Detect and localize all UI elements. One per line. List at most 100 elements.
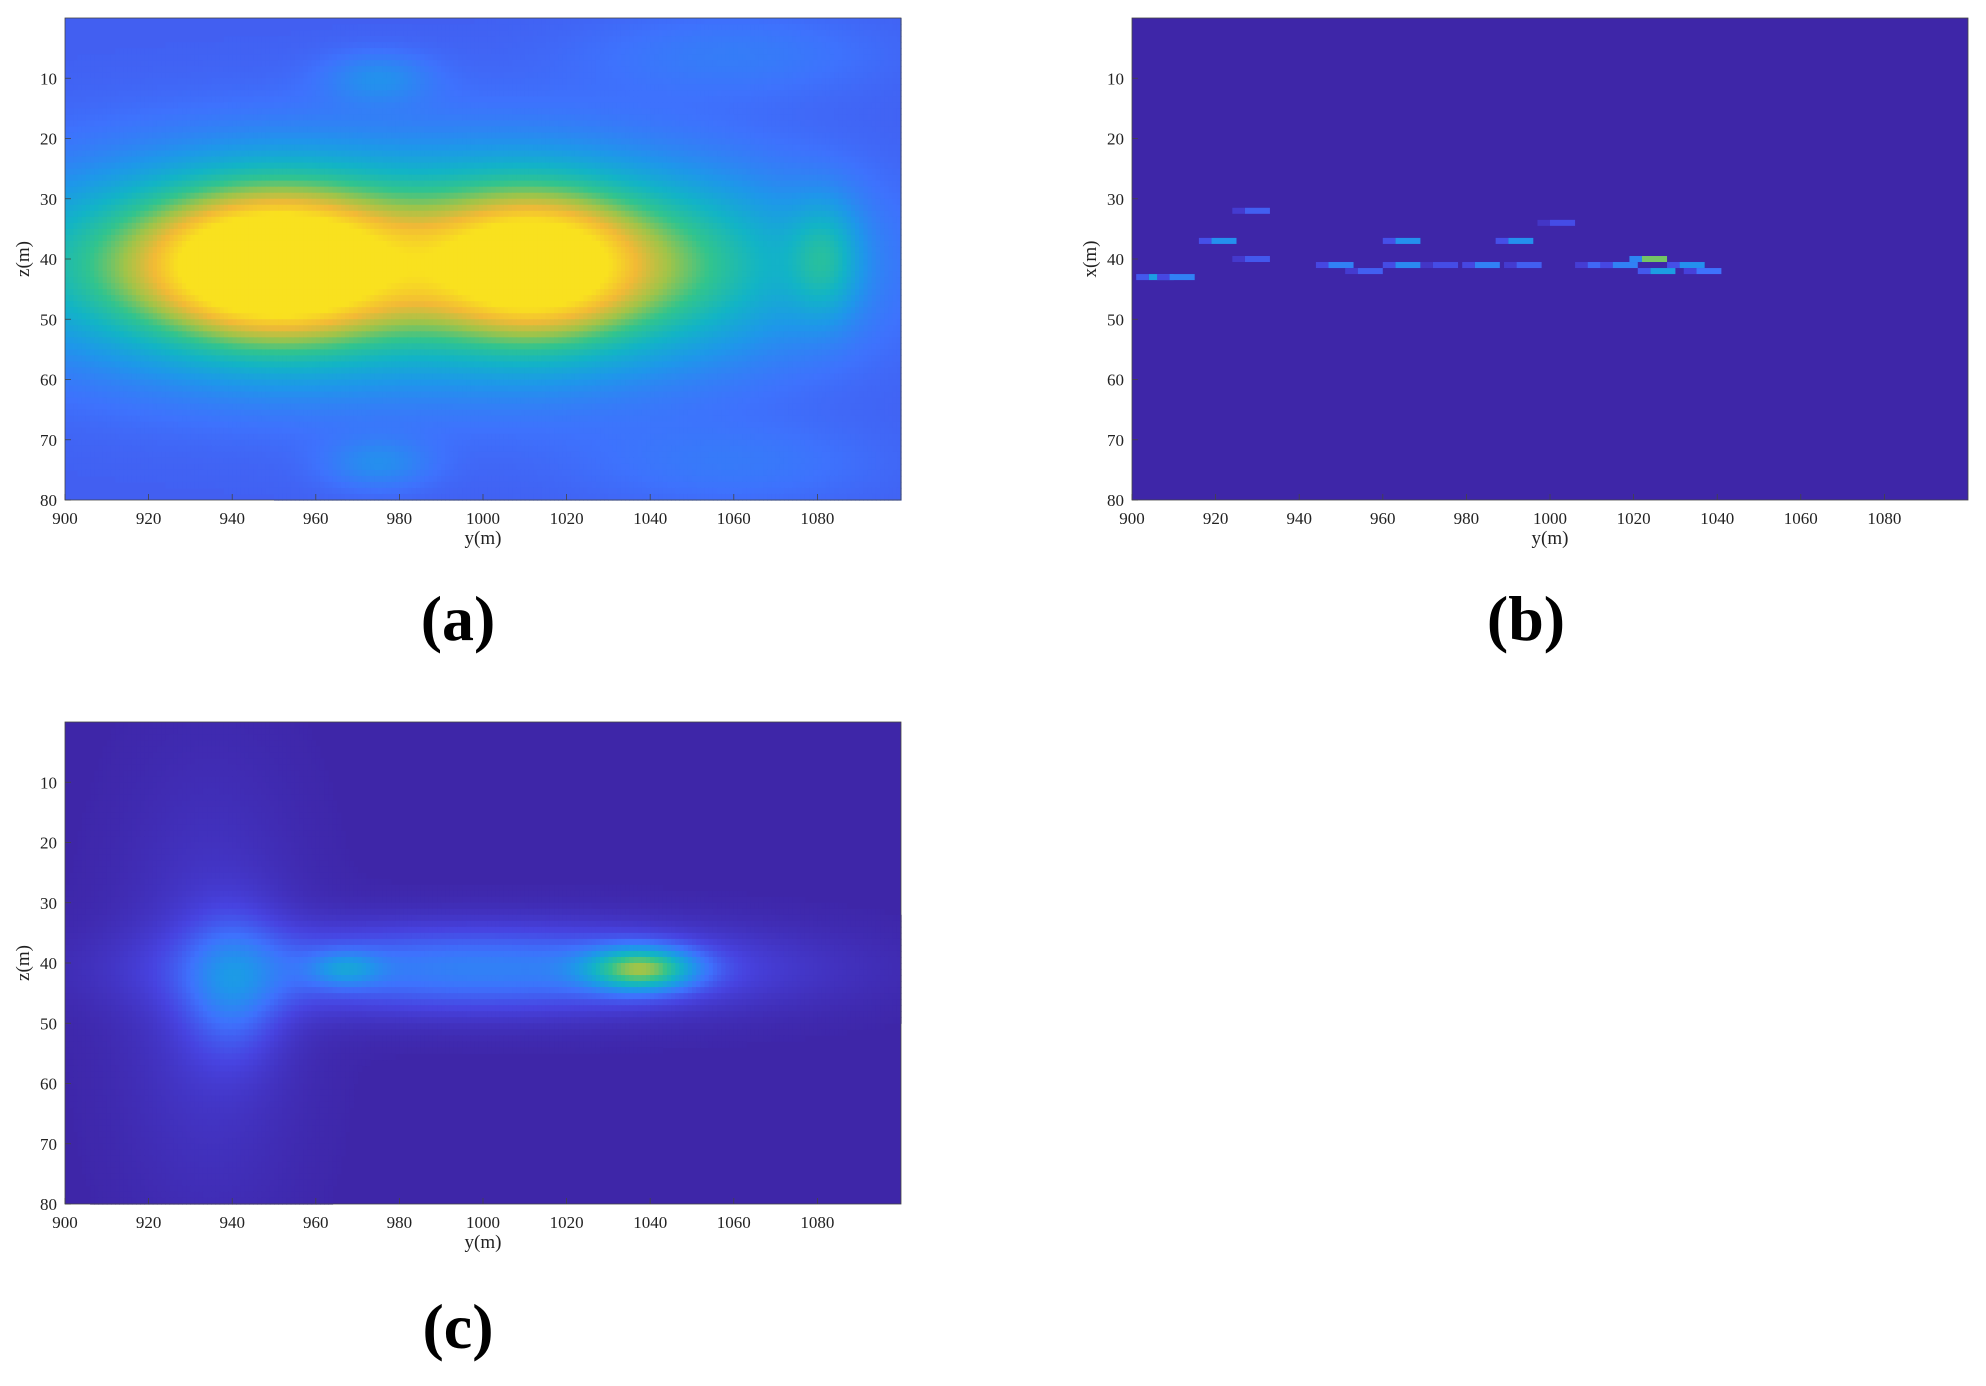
heatmap-cell — [198, 156, 204, 164]
heatmap-cell — [520, 66, 526, 73]
heatmap-cell — [428, 174, 434, 182]
heatmap-cell — [800, 96, 806, 103]
heatmap-cell — [733, 96, 739, 103]
heatmap-cell — [574, 132, 580, 140]
heatmap-cell — [658, 72, 664, 79]
heatmap-cell — [357, 102, 363, 109]
heatmap-cell — [336, 96, 342, 103]
heatmap-cell — [253, 132, 258, 140]
heatmap-cell — [211, 102, 217, 109]
heatmap-cell — [541, 78, 547, 85]
heatmap-cell — [190, 126, 196, 134]
heatmap-cell — [696, 18, 701, 25]
heatmap-cell — [403, 102, 409, 109]
heatmap-cell — [549, 48, 555, 55]
heatmap-cell — [365, 36, 371, 43]
heatmap-cell — [140, 138, 146, 146]
heatmap-cell — [880, 54, 885, 61]
heatmap-cell — [717, 54, 722, 61]
panel-a: 900 920 940 960 980 1000 1020 1040 1060 1080 10 20 3… — [0, 0, 940, 565]
heatmap-cell — [579, 18, 584, 25]
heatmap-cell — [809, 132, 814, 140]
heatmap-cell — [236, 54, 242, 61]
heatmap-cell — [499, 132, 505, 140]
heatmap-cell — [620, 90, 626, 97]
heatmap-cell — [81, 174, 87, 182]
heatmap-cell — [198, 162, 204, 170]
heatmap-cell — [123, 144, 129, 152]
heatmap-cell — [612, 144, 618, 152]
heatmap-cell — [884, 42, 890, 49]
heatmap-cell — [616, 132, 622, 140]
heatmap-cell — [453, 72, 459, 79]
heatmap-cell — [763, 156, 768, 164]
heatmap-cell — [850, 78, 856, 85]
heatmap-cell — [491, 120, 497, 128]
heatmap-cell — [152, 54, 158, 61]
heatmap-cell — [474, 54, 480, 61]
heatmap-cell — [896, 54, 902, 61]
heatmap-cell — [541, 168, 547, 176]
heatmap-cell — [516, 72, 522, 79]
heatmap-cell — [524, 66, 530, 73]
heatmap-cell — [792, 150, 798, 158]
heatmap-cell — [549, 120, 555, 128]
heatmap-cell — [315, 114, 321, 122]
heatmap-cell — [884, 126, 890, 134]
heatmap-cell — [491, 54, 497, 61]
heatmap-cell — [721, 72, 727, 79]
heatmap-cell — [838, 84, 844, 91]
heatmap-cell — [817, 66, 823, 73]
heatmap-cell — [746, 48, 752, 55]
heatmap-cell — [875, 30, 881, 37]
heatmap-cell — [721, 78, 727, 85]
heatmap-cell — [437, 162, 442, 170]
heatmap-cell — [420, 120, 426, 128]
heatmap-cell — [558, 168, 564, 176]
heatmap-cell — [788, 36, 793, 43]
heatmap-cell — [666, 168, 672, 176]
heatmap-cell — [311, 90, 317, 97]
heatmap-cell — [825, 54, 831, 61]
heatmap-cell — [763, 24, 768, 31]
heatmap-cell — [487, 120, 492, 128]
heatmap-cell — [441, 42, 446, 49]
heatmap-cell — [211, 72, 217, 79]
heatmap-cell — [625, 108, 630, 116]
heatmap-cell — [562, 162, 568, 170]
heatmap-cell — [177, 60, 183, 67]
heatmap-cell — [77, 150, 83, 158]
heatmap-cell — [265, 66, 271, 73]
heatmap-cell — [537, 126, 543, 134]
heatmap-cell — [240, 72, 246, 79]
heatmap-cell — [558, 102, 564, 109]
heatmap-cell — [177, 42, 183, 49]
heatmap-cell — [792, 60, 798, 67]
heatmap-cell — [136, 138, 141, 146]
heatmap-cell — [349, 66, 355, 73]
heatmap-cell — [328, 72, 334, 79]
heatmap-cell — [888, 60, 894, 67]
heatmap-cell — [608, 60, 614, 67]
heatmap-cell — [361, 36, 367, 43]
heatmap-cell — [620, 78, 626, 85]
heatmap-cell — [303, 114, 309, 122]
heatmap-cell — [449, 114, 455, 122]
heatmap-cell — [307, 96, 313, 103]
heatmap-cell — [725, 90, 731, 97]
heatmap-cell — [386, 114, 392, 122]
heatmap-cell — [81, 144, 87, 152]
heatmap-cell — [416, 36, 421, 43]
heatmap-cell — [144, 60, 150, 67]
heatmap-cell — [717, 132, 722, 140]
heatmap-cell — [562, 72, 568, 79]
heatmap-cell — [725, 48, 731, 55]
heatmap-cell — [453, 84, 459, 91]
heatmap-cell — [838, 24, 844, 31]
heatmap-cell — [69, 78, 74, 85]
heatmap-cell — [161, 72, 166, 79]
heatmap-cell — [771, 48, 777, 55]
heatmap-cell — [595, 150, 601, 158]
heatmap-cell — [119, 78, 125, 85]
heatmap-cell — [453, 108, 459, 116]
